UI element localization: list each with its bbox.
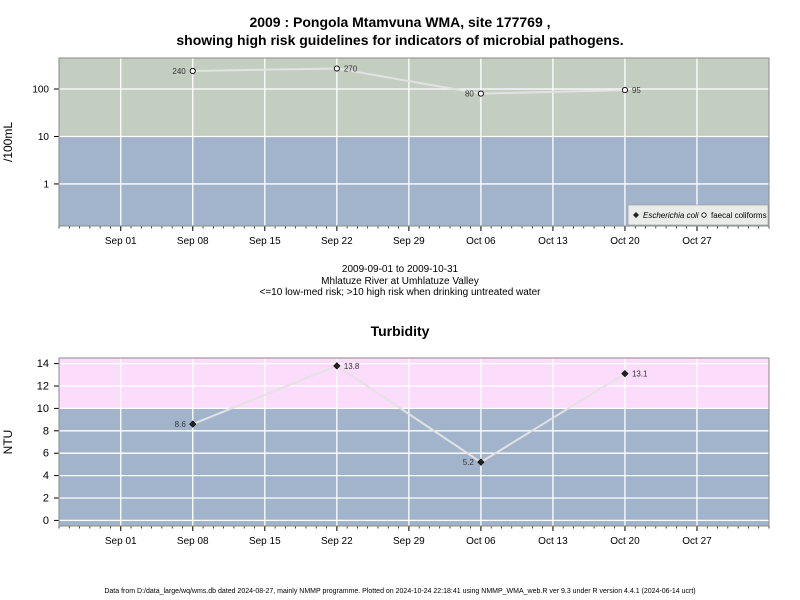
y-tick-label: 4 (43, 470, 49, 482)
data-point (189, 420, 197, 428)
x-tick-label: Oct 20 (610, 536, 640, 547)
data-point (333, 362, 341, 370)
x-tick-label: Sep 22 (321, 536, 353, 547)
x-tick-label: Sep 22 (321, 236, 353, 247)
y-axis-label: /100mL (1, 122, 15, 162)
series-line (192, 67, 625, 95)
series-line (192, 364, 626, 464)
y-tick-label: 2 (43, 493, 49, 505)
x-tick-label: Sep 15 (249, 536, 281, 547)
y-tick-label: 10 (37, 403, 49, 415)
data-label: 95 (632, 86, 641, 95)
data-label: 5.2 (463, 458, 475, 467)
data-label: 13.8 (344, 362, 360, 371)
low-risk-band (59, 408, 769, 526)
y-tick-label: 12 (37, 381, 49, 393)
x-tick-label: Oct 13 (538, 536, 568, 547)
legend-marker-ecoli (633, 212, 639, 218)
legend-label-faecal: faecal coliforms (711, 211, 767, 220)
x-tick-label: Sep 01 (105, 236, 137, 247)
microbial-chart: Sep 01 Sep 08 Sep 15 Sep 22 Sep 29 Oct 06 Oct … (1, 57, 770, 247)
data-point (621, 370, 629, 378)
high-risk-band (59, 358, 769, 409)
data-point (477, 458, 485, 466)
x-tick-label: Sep 15 (249, 236, 281, 247)
x-tick-label: Oct 20 (610, 236, 640, 247)
x-tick-label: Sep 08 (177, 236, 209, 247)
x-tick-label: Sep 08 (177, 536, 209, 547)
plot-frame (58, 357, 770, 527)
turbidity-title: Turbidity (370, 323, 430, 339)
data-point (333, 65, 340, 72)
y-tick-label: 8 (43, 425, 49, 437)
x-tick-label: Sep 29 (393, 236, 425, 247)
x-tick-label: Sep 01 (105, 536, 137, 547)
data-label: 240 (172, 67, 186, 76)
site-description-text: Mhlatuze River at Umhlatuze Valley (321, 276, 479, 287)
data-label: 270 (344, 65, 358, 74)
chart-title-line2: showing high risk guidelines for indicat… (176, 32, 624, 48)
legend-label-ecoli: Escherichia coli (643, 211, 699, 220)
x-tick-label: Oct 06 (466, 536, 496, 547)
x-tick-label: Oct 06 (466, 236, 496, 247)
data-point (477, 90, 484, 97)
risk-guideline-text: <=10 low-med risk; >10 high risk when dr… (259, 287, 541, 298)
x-tick-label: Oct 27 (682, 236, 712, 247)
data-label: 80 (465, 90, 474, 99)
y-tick-label: 6 (43, 448, 49, 460)
x-tick-label: Oct 27 (682, 536, 712, 547)
chart-title-line1: 2009 : Pongola Mtamvuna WMA, site 177769… (249, 14, 551, 30)
x-tick-label: Oct 13 (538, 236, 568, 247)
data-label: 8.6 (175, 420, 187, 429)
data-point (621, 87, 628, 94)
y-axis-label: NTU (1, 430, 15, 455)
data-point (189, 67, 196, 75)
high-risk-band (59, 58, 769, 137)
y-tick-label: 10 (38, 132, 50, 143)
y-tick-label: 14 (37, 358, 49, 370)
legend-box (627, 204, 769, 226)
data-label: 13.1 (632, 370, 648, 379)
legend-marker-faecal (701, 212, 707, 218)
y-tick-label: 0 (43, 515, 49, 527)
y-tick-label: 1 (43, 179, 49, 190)
x-tick-label: Sep 29 (393, 536, 425, 547)
footer-source-note: Data from D:/data_large/wq/wms.db dated … (104, 588, 696, 595)
plot-frame (58, 57, 770, 227)
date-range-text: 2009-09-01 to 2009-10-31 (341, 264, 459, 275)
y-tick-label: 100 (32, 85, 49, 96)
